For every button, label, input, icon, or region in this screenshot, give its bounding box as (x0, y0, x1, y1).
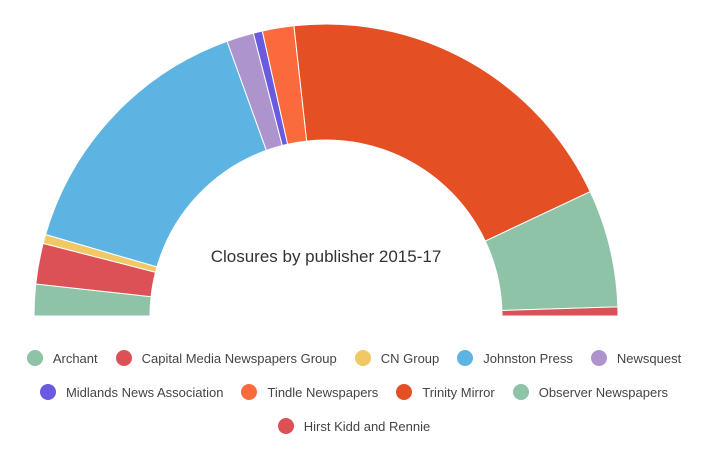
legend-label: Johnston Press (483, 350, 573, 366)
slice-trinity-mirror[interactable] (293, 23, 591, 242)
legend-label: Archant (52, 350, 98, 366)
legend-item[interactable]: Archant (26, 350, 98, 366)
legend-item[interactable]: Midlands News Association (39, 384, 224, 400)
legend-swatch (457, 350, 474, 366)
legend-label: Hirst Kidd and Rennie (303, 418, 431, 434)
legend-item[interactable]: Observer Newspapers (512, 384, 669, 400)
legend-swatch (396, 384, 413, 400)
chart-slices (33, 23, 619, 317)
legend-label: Trinity Mirror (422, 384, 495, 400)
legend-swatch (26, 350, 43, 366)
legend-label: Newsquest (616, 350, 682, 366)
legend-row: Midlands News Association Tindle Newspape… (0, 384, 708, 400)
legend-label: Midlands News Association (65, 384, 224, 400)
legend-row: Archant Capital Media Newspapers Group CN … (0, 350, 708, 366)
legend-swatch (354, 350, 371, 366)
legend-swatch (241, 384, 258, 400)
legend-swatch (115, 350, 132, 366)
legend-item[interactable]: Newsquest (590, 350, 682, 366)
legend-swatch (590, 350, 607, 366)
legend-swatch (512, 384, 529, 400)
legend-item[interactable]: Capital Media Newspapers Group (115, 350, 337, 366)
legend-label: CN Group (380, 350, 440, 366)
legend-item[interactable]: Johnston Press (457, 350, 573, 366)
legend-label: Capital Media Newspapers Group (141, 350, 337, 366)
legend-swatch (39, 384, 56, 400)
legend-swatch (277, 418, 294, 434)
chart-title: Closures by publisher 2015-17 (211, 247, 442, 266)
legend-item[interactable]: CN Group (354, 350, 440, 366)
legend-item[interactable]: Trinity Mirror (396, 384, 495, 400)
legend-label: Observer Newspapers (538, 384, 669, 400)
slice-hirst-kidd-and-rennie[interactable] (501, 306, 619, 317)
half-donut-chart: Closures by publisher 2015-17 (33, 23, 619, 317)
legend-item[interactable]: Tindle Newspapers (241, 384, 378, 400)
legend-label: Tindle Newspapers (267, 384, 379, 400)
legend-row: Hirst Kidd and Rennie (0, 418, 708, 434)
legend-item[interactable]: Hirst Kidd and Rennie (277, 418, 431, 434)
slice-johnston-press[interactable] (44, 40, 268, 268)
